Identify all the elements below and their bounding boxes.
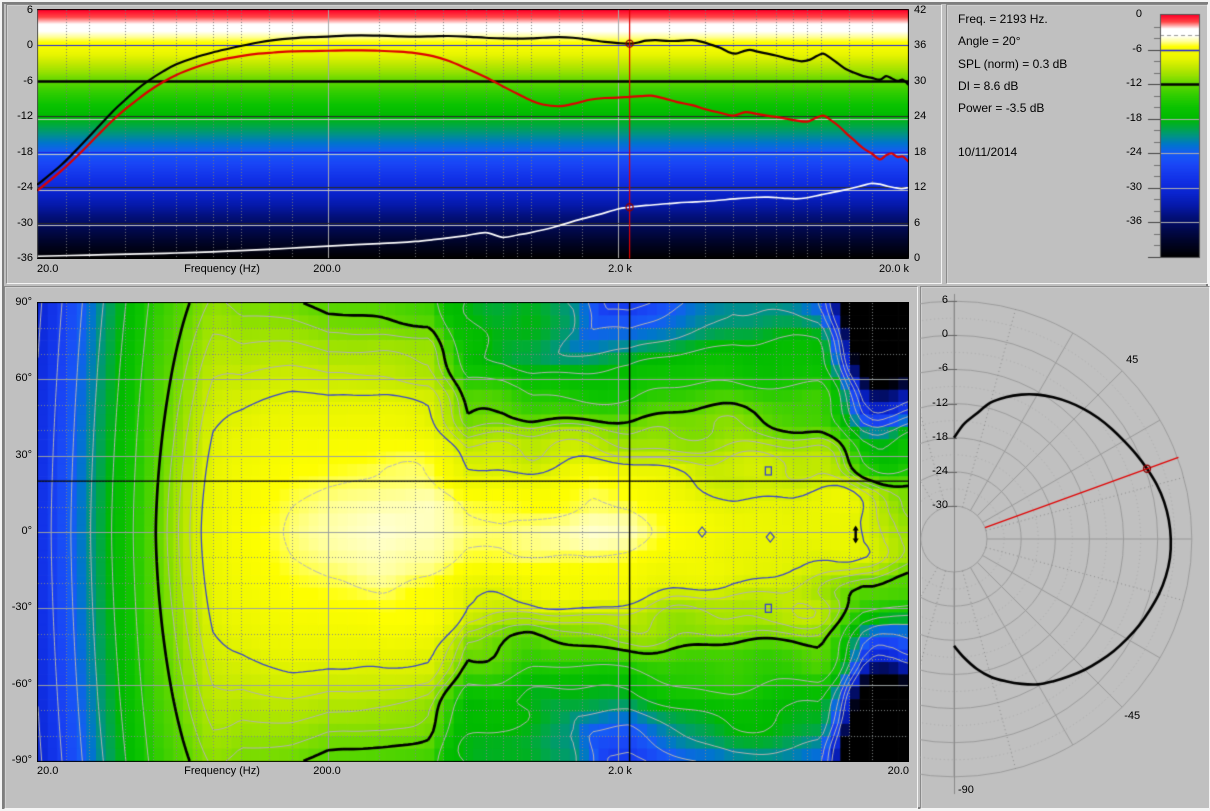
map-x-axis-title: Frequency (Hz) — [184, 765, 260, 777]
info-power: Power = -3.5 dB — [958, 101, 1045, 115]
map-angle-tick: 0° — [21, 525, 32, 537]
colorbar-tick: -24 — [1126, 146, 1142, 159]
x-tick-2k: 2.0 k — [608, 263, 632, 275]
map-x-tick-20k: 20.0 — [887, 765, 909, 777]
map-x-tick-2k: 2.0 k — [608, 765, 632, 777]
left-axis-tick: -12 — [17, 110, 33, 123]
right-axis-tick: 6 — [914, 216, 921, 229]
polar-directivity-plot[interactable] — [920, 286, 1208, 807]
map-x-tick-20: 20.0 — [37, 765, 59, 777]
info-angle: Angle = 20° — [958, 34, 1021, 48]
polar-angle-tick: -45 — [1124, 710, 1141, 723]
info-di: DI = 8.6 dB — [958, 79, 1019, 93]
x-tick-200: 200.0 — [313, 263, 341, 275]
info-spl: SPL (norm) = 0.3 dB — [958, 57, 1068, 71]
right-axis-tick: 12 — [914, 181, 927, 194]
left-axis-tick: -18 — [17, 145, 33, 158]
right-axis-tick: 24 — [914, 110, 927, 123]
left-axis-tick: 0 — [26, 39, 33, 52]
spl-colorbar — [1146, 13, 1204, 259]
map-angle-tick: -30° — [11, 601, 32, 614]
polar-db-tick: -30 — [932, 498, 948, 511]
map-angle-tick: 90° — [15, 296, 32, 308]
map-x-tick-200: 200.0 — [313, 765, 341, 777]
left-axis-tick: -30 — [17, 216, 33, 229]
map-angle-tick: -60° — [11, 677, 32, 690]
info-freq: Freq. = 2193 Hz. — [958, 12, 1048, 26]
colorbar-tick: -6 — [1132, 42, 1142, 55]
colorbar-tick: 0 — [1135, 8, 1142, 20]
polar-db-tick: -24 — [932, 464, 948, 477]
right-axis-tick: 0 — [914, 252, 921, 264]
polar-db-tick: -18 — [932, 430, 948, 443]
left-axis-tick: 6 — [26, 4, 33, 16]
colorbar-tick: -12 — [1126, 77, 1142, 90]
x-tick-20k: 20.0 k — [879, 263, 909, 275]
map-angle-tick: -90° — [11, 754, 32, 766]
left-axis-tick: -36 — [17, 252, 33, 264]
right-axis-tick: 30 — [914, 74, 927, 87]
map-angle-tick: 30° — [15, 448, 32, 461]
x-tick-20: 20.0 — [37, 263, 59, 275]
polar-db-tick: -6 — [938, 362, 948, 375]
right-axis-tick: 42 — [914, 4, 927, 16]
right-axis-tick: 18 — [914, 145, 927, 158]
left-axis-tick: -24 — [17, 181, 33, 194]
right-axis-tick: 36 — [914, 39, 927, 52]
colorbar-tick: -30 — [1126, 180, 1142, 193]
info-date: 10/11/2014 — [958, 145, 1018, 159]
polar-angle-tick: 45 — [1126, 353, 1139, 366]
colorbar-tick: -36 — [1126, 215, 1142, 228]
map-angle-tick: 60° — [15, 372, 32, 385]
left-axis-tick: -6 — [23, 74, 33, 87]
colorbar-tick: -18 — [1126, 111, 1142, 124]
directivity-contour-map[interactable] — [37, 302, 909, 762]
polar-db-tick: 6 — [941, 294, 948, 307]
polar-db-tick: 0 — [941, 328, 948, 341]
x-axis-title: Frequency (Hz) — [184, 263, 260, 275]
polar-db-tick: -12 — [932, 396, 948, 409]
frequency-response-chart[interactable] — [37, 9, 909, 259]
polar-angle-tick: -90 — [958, 784, 974, 796]
